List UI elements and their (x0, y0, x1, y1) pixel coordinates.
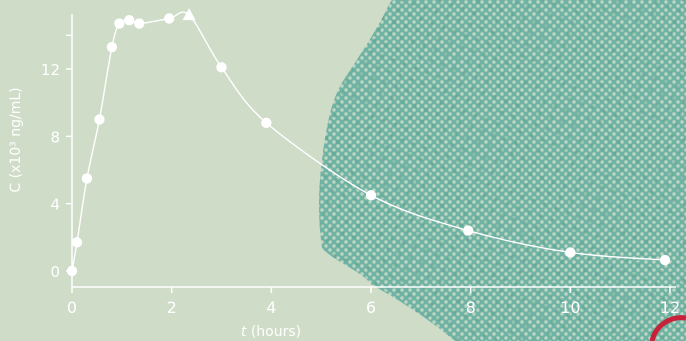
data-point (134, 18, 145, 29)
red-ring-decoration (649, 315, 686, 341)
x-axis-label-unit: (hours) (246, 324, 301, 340)
y-tick-label: 8 (50, 128, 60, 146)
data-point (565, 247, 576, 258)
data-point (462, 225, 474, 236)
y-axis-label: C (x10³ ng/mL) (8, 87, 24, 192)
x-tick-label: 2 (167, 298, 177, 317)
data-point (94, 114, 105, 125)
data-point (106, 41, 118, 53)
data-point (261, 117, 272, 129)
data-point (163, 13, 175, 24)
x-tick-label: 12 (660, 298, 680, 317)
data-point (124, 14, 135, 26)
data-point (81, 173, 93, 184)
y-tick-label: 12 (41, 61, 60, 79)
data-point (216, 62, 227, 73)
x-axis-label: t (hours) (241, 324, 301, 340)
x-axis-label-var: t (241, 324, 247, 340)
y-tick-label: 4 (50, 196, 60, 214)
series-markers (66, 8, 671, 277)
x-tick-label: 8 (466, 298, 476, 317)
x-tick-label: 6 (366, 298, 376, 317)
axes: 0 4 8 12 0 2 4 6 8 10 12 (41, 14, 680, 317)
data-point (114, 18, 125, 29)
halftone-background-blob (319, 0, 686, 341)
data-point (71, 237, 83, 248)
data-point (365, 190, 377, 201)
halftone-blob-texture (319, 0, 686, 341)
x-tick-label: 4 (266, 298, 276, 317)
data-point (659, 254, 671, 266)
x-tick-label: 10 (560, 298, 580, 317)
data-point-triangle (182, 8, 196, 21)
x-tick-label: 0 (67, 298, 77, 317)
data-point (66, 265, 78, 277)
y-tick-label: 0 (50, 263, 60, 281)
